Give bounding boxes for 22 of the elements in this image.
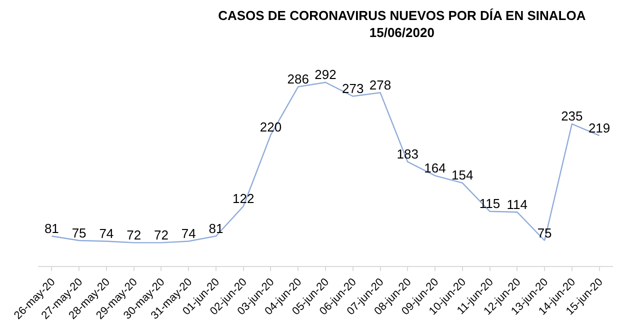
data-label: 81: [44, 220, 59, 236]
data-label: 72: [154, 227, 168, 242]
data-label: 286: [287, 72, 309, 87]
data-label: 74: [181, 226, 196, 241]
data-label: 220: [260, 120, 282, 135]
data-label: 72: [126, 227, 142, 242]
data-label: 219: [588, 120, 610, 136]
data-label: 115: [479, 196, 500, 212]
data-label: 278: [369, 77, 392, 92]
data-label: 154: [452, 168, 474, 183]
data-label: 114: [506, 196, 528, 212]
data-label: 235: [561, 108, 583, 124]
data-label: 74: [99, 226, 114, 241]
data-label: 81: [208, 220, 224, 236]
data-label: 292: [314, 67, 336, 82]
data-label: 273: [342, 80, 364, 96]
data-label: 75: [537, 225, 552, 240]
data-label: 183: [396, 146, 418, 162]
chart-title: CASOS DE CORONAVIRUS NUEVOS POR DÍA EN SINALOA 15/06/2020: [218, 8, 586, 40]
data-label: 122: [232, 191, 254, 206]
data-label: 164: [424, 160, 446, 176]
data-label: 75: [72, 225, 86, 240]
